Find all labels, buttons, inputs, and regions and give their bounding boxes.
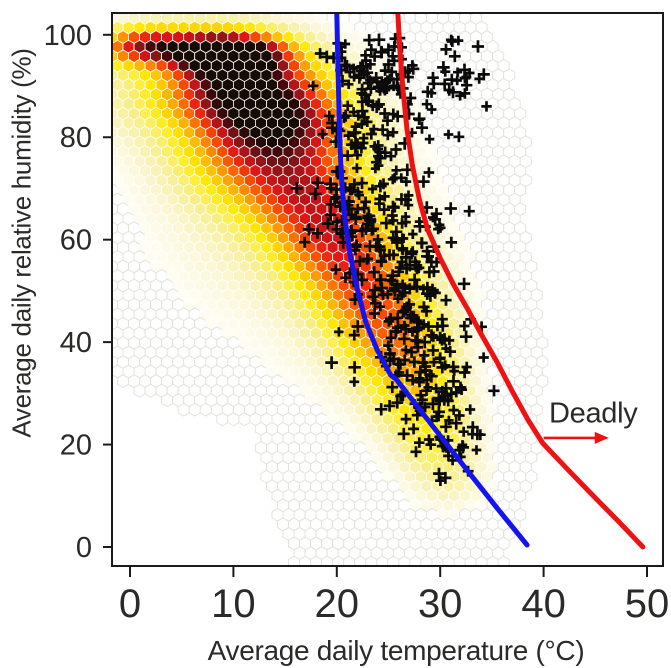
lethal-events-layer <box>290 33 500 486</box>
y-tick-label: 0 <box>76 532 92 564</box>
survivability-threshold-blue-curve <box>334 14 530 548</box>
deadly-threshold-red-curve <box>395 14 646 550</box>
y-tick-label: 80 <box>60 122 92 154</box>
y-tick-label: 20 <box>60 430 92 462</box>
y-tick-label: 100 <box>44 20 92 52</box>
x-tick-label: 0 <box>119 582 141 626</box>
x-tick-label: 10 <box>211 582 256 626</box>
deadly-annotation-label: Deadly <box>549 397 638 430</box>
y-axis-title: Average daily relative humidity (%) <box>6 48 37 438</box>
plot-frame <box>111 12 664 567</box>
x-axis-title: Average daily temperature (°C) <box>207 635 585 666</box>
y-tick-label: 40 <box>60 327 92 359</box>
x-tick-label: 40 <box>521 582 566 626</box>
x-tick-label: 30 <box>418 582 463 626</box>
hexbin-layer <box>113 14 549 565</box>
x-tick-label: 20 <box>315 582 360 626</box>
axes-ticks: 0 10 20 30 40 50 0 20 40 60 80 100 <box>44 20 670 626</box>
deadly-arrow <box>543 431 609 444</box>
x-tick-label: 50 <box>625 582 670 626</box>
y-tick-label: 60 <box>60 225 92 257</box>
